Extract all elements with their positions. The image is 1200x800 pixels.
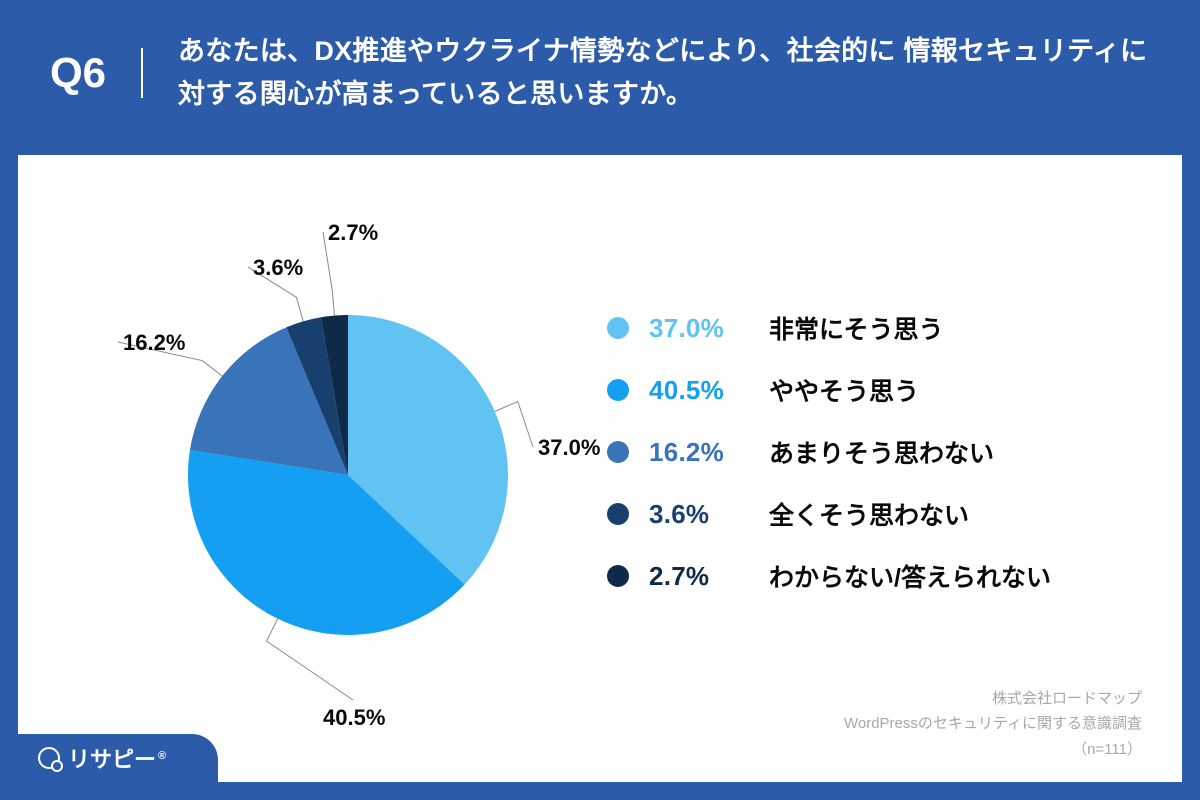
chart-panel: 37.0%40.5%16.2%3.6%2.7% 37.0%非常にそう思う40.5… — [18, 155, 1182, 782]
legend-label: あまりそう思わない — [769, 434, 994, 470]
legend-percent: 2.7% — [649, 561, 769, 592]
legend-dot — [607, 379, 629, 401]
legend-dot — [607, 317, 629, 339]
callout-label: 2.7% — [328, 220, 378, 246]
legend-row: 3.6%全くそう思わない — [607, 496, 1127, 532]
legend-label: 非常にそう思う — [769, 310, 944, 346]
legend-dot — [607, 441, 629, 463]
legend-row: 37.0%非常にそう思う — [607, 310, 1127, 346]
legend-label: ややそう思う — [769, 372, 919, 408]
legend-row: 40.5%ややそう思う — [607, 372, 1127, 408]
question-text: あなたは、DX推進やウクライナ情勢などにより、社会的に 情報セキュリティに対する… — [143, 30, 1150, 116]
callout-label: 37.0% — [538, 435, 600, 461]
question-header: Q6 あなたは、DX推進やウクライナ情勢などにより、社会的に 情報セキュリティに… — [0, 0, 1200, 141]
callout-label: 16.2% — [123, 330, 185, 356]
callout-label: 3.6% — [253, 255, 303, 281]
legend-percent: 37.0% — [649, 313, 769, 344]
legend-dot — [607, 565, 629, 587]
question-number: Q6 — [50, 48, 143, 98]
credit-company: 株式会社ロードマップ — [844, 686, 1142, 712]
legend-percent: 3.6% — [649, 499, 769, 530]
legend: 37.0%非常にそう思う40.5%ややそう思う16.2%あまりそう思わない3.6… — [607, 310, 1127, 620]
pie-chart — [188, 315, 508, 635]
legend-percent: 16.2% — [649, 437, 769, 468]
brand-tab: リサピー® — [18, 734, 218, 782]
legend-row: 2.7%わからない/答えられない — [607, 558, 1127, 594]
callout-label: 40.5% — [323, 705, 385, 731]
brand-name: リサピー® — [68, 742, 166, 774]
credits: 株式会社ロードマップ WordPressのセキュリティに関する意識調査 （n=1… — [844, 686, 1142, 763]
legend-dot — [607, 503, 629, 525]
legend-label: 全くそう思わない — [769, 496, 969, 532]
legend-row: 16.2%あまりそう思わない — [607, 434, 1127, 470]
legend-label: わからない/答えられない — [769, 558, 1051, 594]
brand-search-icon — [38, 747, 60, 769]
credit-survey: WordPressのセキュリティに関する意識調査 — [844, 711, 1142, 737]
pie-chart-area: 37.0%40.5%16.2%3.6%2.7% — [78, 195, 598, 715]
credit-n: （n=111） — [844, 737, 1142, 763]
legend-percent: 40.5% — [649, 375, 769, 406]
